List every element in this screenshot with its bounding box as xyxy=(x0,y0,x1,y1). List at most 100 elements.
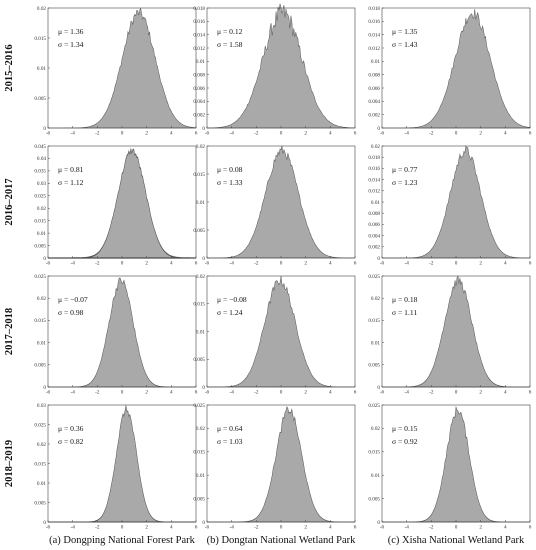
y-tick-label: 0.015 xyxy=(193,172,205,178)
x-tick-label: 0 xyxy=(455,390,458,396)
x-tick-label: 6 xyxy=(195,131,198,137)
y-tick-label: 0.012 xyxy=(193,46,205,52)
std-label: σ = 1.43 xyxy=(392,40,418,49)
x-tick-label: 0 xyxy=(280,390,283,396)
y-tick-label: 0.015 xyxy=(193,302,205,308)
mean-label: μ = 0.77 xyxy=(392,165,418,174)
mean-label: μ = 0.12 xyxy=(217,27,243,36)
y-tick-label: 0.005 xyxy=(368,496,380,502)
x-tick-label: -2 xyxy=(254,131,259,137)
y-tick-label: 0.01 xyxy=(371,59,380,65)
histogram-panel: -6 -4 -2 0 2 4 6 0 0.005 0.01 0.015 0.02 μ = 1.36 σ =… xyxy=(34,6,197,137)
y-tick-label: 0.015 xyxy=(34,318,46,324)
std-label: σ = 0.82 xyxy=(58,437,84,446)
y-tick-label: 0 xyxy=(377,126,380,132)
mean-label: μ = −0.08 xyxy=(217,295,247,304)
y-tick-label: 0.035 xyxy=(34,169,46,175)
x-tick-label: -4 xyxy=(71,131,76,137)
x-tick-label: 4 xyxy=(329,261,332,267)
std-label: σ = 1.34 xyxy=(58,40,84,49)
std-label: σ = 0.92 xyxy=(392,437,418,446)
y-tick-label: 0 xyxy=(43,256,46,262)
x-tick-label: 0 xyxy=(121,390,124,396)
y-tick-label: 0.01 xyxy=(371,200,380,206)
x-tick-label: 6 xyxy=(354,390,357,396)
histogram-panel: -6 -4 -2 0 2 4 6 0 0.002 0.004 0.006 0.008 0.01 0.012… xyxy=(368,144,531,267)
y-tick-label: 0.01 xyxy=(371,473,380,479)
y-tick-label: 0.005 xyxy=(368,363,380,369)
y-tick-label: 0.02 xyxy=(196,144,205,150)
y-tick-label: 0.02 xyxy=(196,426,205,432)
x-tick-label: 6 xyxy=(529,261,532,267)
y-tick-label: 0.014 xyxy=(368,177,380,183)
histogram-area xyxy=(207,275,355,388)
histogram-panel: -6 -4 -2 0 2 4 6 0 0.005 0.01 0.015 0.02 0.025 μ = −0… xyxy=(34,274,197,396)
mean-label: μ = 1.36 xyxy=(58,27,84,36)
x-tick-label: 6 xyxy=(195,525,198,531)
y-tick-label: 0.01 xyxy=(37,340,46,346)
row-label: 2017–2018 xyxy=(4,308,15,355)
x-tick-label: -6 xyxy=(380,131,385,137)
y-tick-label: 0.008 xyxy=(368,211,380,217)
x-tick-label: -2 xyxy=(95,525,100,531)
y-tick-label: 0.01 xyxy=(196,200,205,206)
x-tick-label: -4 xyxy=(405,390,410,396)
column-label: (c) Xisha National Wetland Park xyxy=(388,535,525,546)
std-label: σ = 1.33 xyxy=(217,178,243,187)
y-tick-label: 0.006 xyxy=(193,86,205,92)
x-tick-label: -4 xyxy=(230,390,235,396)
x-tick-label: -2 xyxy=(95,131,100,137)
x-tick-label: -2 xyxy=(429,261,434,267)
x-tick-label: 2 xyxy=(145,390,148,396)
y-tick-label: 0.004 xyxy=(368,233,380,239)
y-tick-label: 0.012 xyxy=(368,46,380,52)
std-label: σ = 1.03 xyxy=(217,437,243,446)
y-tick-label: 0 xyxy=(43,520,46,526)
y-tick-label: 0.014 xyxy=(368,32,380,38)
x-tick-label: -6 xyxy=(205,261,210,267)
mean-label: μ = 0.81 xyxy=(58,165,84,174)
std-label: σ = 1.11 xyxy=(392,308,417,317)
column-label: (a) Dongping National Forest Park xyxy=(49,535,196,546)
x-tick-label: -4 xyxy=(405,525,410,531)
x-tick-label: 4 xyxy=(504,261,507,267)
x-tick-label: 0 xyxy=(455,131,458,137)
x-tick-label: 2 xyxy=(479,261,482,267)
histogram-panel: -6 -4 -2 0 2 4 6 0 0.005 0.01 0.015 0.02 0.025 0.03 μ … xyxy=(34,403,197,531)
histogram-area xyxy=(207,145,356,259)
x-tick-label: -4 xyxy=(71,525,76,531)
std-label: σ = 1.58 xyxy=(217,40,243,49)
y-tick-label: 0.02 xyxy=(371,296,380,302)
x-tick-label: -6 xyxy=(205,525,210,531)
x-tick-label: -4 xyxy=(230,131,235,137)
y-tick-label: 0.025 xyxy=(34,422,46,428)
y-tick-label: 0.015 xyxy=(34,218,46,224)
x-tick-label: -2 xyxy=(429,525,434,531)
y-tick-label: 0.01 xyxy=(196,59,205,65)
y-tick-label: 0.005 xyxy=(193,228,205,234)
y-tick-label: 0.002 xyxy=(368,245,380,251)
x-tick-label: 6 xyxy=(195,261,198,267)
y-tick-label: 0 xyxy=(202,256,205,262)
x-tick-label: 2 xyxy=(479,525,482,531)
x-tick-label: 6 xyxy=(195,390,198,396)
y-tick-label: 0.005 xyxy=(193,357,205,363)
std-label: σ = 1.24 xyxy=(217,308,243,317)
std-label: σ = 1.23 xyxy=(392,178,418,187)
y-tick-label: 0 xyxy=(377,385,380,391)
y-tick-label: 0 xyxy=(202,126,205,132)
y-tick-label: 0.01 xyxy=(37,231,46,237)
y-tick-label: 0.014 xyxy=(193,32,205,38)
x-tick-label: 0 xyxy=(455,261,458,267)
row-label: 2015–2016 xyxy=(4,44,15,91)
y-tick-label: 0.005 xyxy=(34,363,46,369)
y-tick-label: 0.018 xyxy=(368,155,380,161)
x-tick-label: -2 xyxy=(254,525,259,531)
x-tick-label: 4 xyxy=(329,525,332,531)
mean-label: μ = −0.07 xyxy=(58,295,88,304)
std-label: σ = 1.12 xyxy=(58,178,84,187)
y-tick-label: 0.006 xyxy=(368,222,380,228)
x-tick-label: 0 xyxy=(280,131,283,137)
y-tick-label: 0.016 xyxy=(368,166,380,172)
